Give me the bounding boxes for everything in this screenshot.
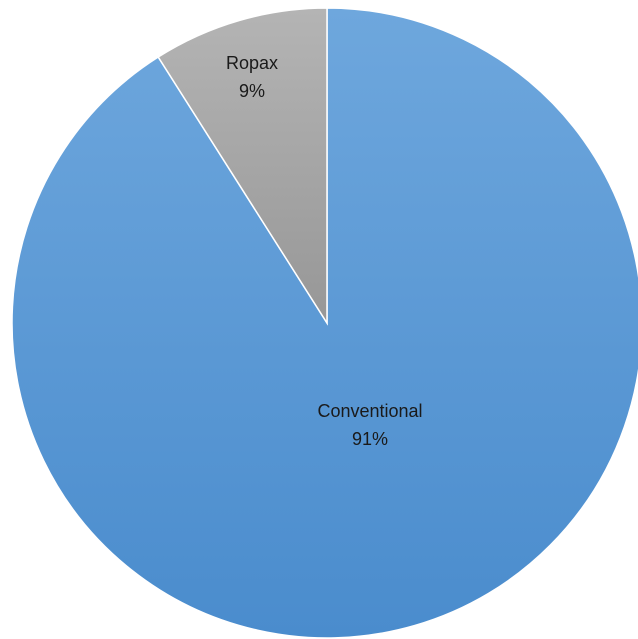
pie-slice-ropax (157, 7, 328, 326)
slice-value-conventional: 91% (352, 429, 388, 449)
slice-value-ropax: 9% (239, 81, 265, 101)
slices-layer (11, 7, 638, 639)
pie-slice-conventional (11, 7, 638, 639)
slice-label-conventional: Conventional (317, 401, 422, 421)
slice-label-ropax: Ropax (226, 53, 278, 73)
labels-layer: Conventional 91% Ropax 9% (226, 53, 423, 449)
